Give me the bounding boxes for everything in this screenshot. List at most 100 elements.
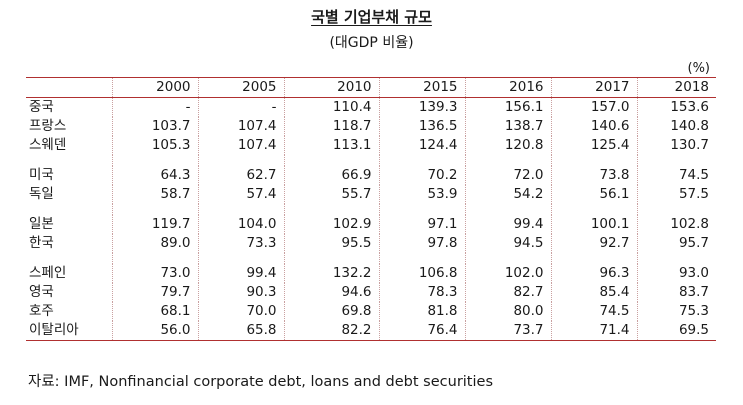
value-cell: 153.6 bbox=[636, 97, 716, 117]
value-cell: 64.3 bbox=[111, 166, 198, 185]
spacer-cell bbox=[26, 253, 112, 264]
value-cell: - bbox=[111, 97, 198, 117]
value-cell: 130.7 bbox=[636, 136, 716, 155]
spacer-cell bbox=[550, 253, 637, 264]
value-cell: 102.9 bbox=[283, 215, 379, 234]
value-cell: 97.8 bbox=[378, 234, 465, 253]
value-cell: 81.8 bbox=[378, 302, 465, 321]
header-year: 2018 bbox=[636, 77, 716, 98]
spacer-cell bbox=[26, 204, 112, 215]
table-row: 미국 64.3 62.7 66.9 70.2 72.0 73.8 74.5 bbox=[26, 166, 716, 185]
country-name: 영국 bbox=[29, 284, 54, 300]
value-cell: 156.1 bbox=[464, 97, 551, 117]
value-cell: 113.1 bbox=[283, 136, 379, 155]
value-cell: 103.7 bbox=[111, 117, 198, 136]
value-cell: 82.7 bbox=[464, 283, 551, 302]
spacer-cell bbox=[197, 204, 284, 215]
debt-table-body: (%) 2000 2005 2010 2015 2016 2017 2018 중국 - -110… bbox=[26, 60, 716, 341]
value-cell: 56.1 bbox=[550, 185, 637, 204]
value-cell: 140.6 bbox=[550, 117, 637, 136]
spacer-cell bbox=[550, 155, 637, 166]
value-cell: 73.7 bbox=[464, 321, 551, 341]
value-cell: 73.0 bbox=[111, 264, 198, 283]
value-cell: 78.3 bbox=[378, 283, 465, 302]
table-row: 중국 - -110.4 139.3 156.1 157.0 153.6 bbox=[26, 97, 716, 117]
value-cell: 70.0 bbox=[197, 302, 284, 321]
spacer-cell bbox=[283, 204, 379, 215]
value-cell: 96.3 bbox=[550, 264, 637, 283]
table-row: 이탈리아 56.0 65.8 82.2 76.4 73.7 71.4 69.5 bbox=[26, 321, 716, 341]
value-cell: 73.3 bbox=[197, 234, 284, 253]
value-cell: 97.1 bbox=[378, 215, 465, 234]
table-row: 일본 119.7 104.0 102.9 97.1 99.4 100.1 102.8 bbox=[26, 215, 716, 234]
value-cell: 132.2 bbox=[283, 264, 379, 283]
country-name: 미국 bbox=[29, 167, 54, 183]
value-cell: 90.3 bbox=[197, 283, 284, 302]
spacer-cell bbox=[111, 253, 198, 264]
value-cell: 82.2 bbox=[283, 321, 379, 341]
value-cell: 54.2 bbox=[464, 185, 551, 204]
value-cell: 120.8 bbox=[464, 136, 551, 155]
value-cell: 107.4 bbox=[197, 136, 284, 155]
country-name: 일본 bbox=[29, 216, 54, 232]
spacer-cell bbox=[464, 155, 551, 166]
value-cell: 74.5 bbox=[550, 302, 637, 321]
unit-label: (%) bbox=[687, 61, 711, 76]
value-cell: 56.0 bbox=[111, 321, 198, 341]
value-cell: 157.0 bbox=[550, 97, 637, 117]
value-cell: 125.4 bbox=[550, 136, 637, 155]
value-cell: 94.6 bbox=[283, 283, 379, 302]
spacer-cell bbox=[111, 155, 198, 166]
value-cell: 136.5 bbox=[378, 117, 465, 136]
value-cell: 105.3 bbox=[111, 136, 198, 155]
spacer-cell bbox=[636, 253, 716, 264]
value-cell: 73.8 bbox=[550, 166, 637, 185]
value-cell: 94.5 bbox=[464, 234, 551, 253]
spacer-cell bbox=[378, 155, 465, 166]
value-cell: 83.7 bbox=[636, 283, 716, 302]
value-cell: 71.4 bbox=[550, 321, 637, 341]
spacer-cell bbox=[26, 155, 112, 166]
value-cell: 119.7 bbox=[111, 215, 198, 234]
spacer-cell bbox=[197, 253, 284, 264]
spacer-cell bbox=[464, 204, 551, 215]
spacer-cell bbox=[283, 253, 379, 264]
table-title-text: 국별 기업부채 규모 bbox=[311, 8, 432, 26]
value-cell: 104.0 bbox=[197, 215, 284, 234]
country-name: 호주 bbox=[29, 303, 54, 319]
value-cell: 62.7 bbox=[197, 166, 284, 185]
value-cell: 79.7 bbox=[111, 283, 198, 302]
debt-table: (%) 2000 2005 2010 2015 2016 2017 2018 중국 - -110… bbox=[26, 60, 716, 341]
value-cell: 75.3 bbox=[636, 302, 716, 321]
spacer-cell bbox=[197, 155, 284, 166]
value-cell: 93.0 bbox=[636, 264, 716, 283]
spacer-cell bbox=[378, 204, 465, 215]
group-spacer bbox=[26, 155, 716, 166]
source-note: 자료: IMF, Nonfinancial corporate debt, lo… bbox=[28, 374, 493, 390]
header-year: 2016 bbox=[464, 77, 551, 98]
spacer-cell bbox=[636, 204, 716, 215]
header-year: 2005 bbox=[197, 77, 284, 98]
value-cell: 68.1 bbox=[111, 302, 198, 321]
spacer-cell bbox=[283, 155, 379, 166]
table-row: 독일 58.7 57.4 55.7 53.9 54.2 56.1 57.5 bbox=[26, 185, 716, 204]
table-row: 스페인 73.0 99.4 132.2 106.8 102.0 96.3 93.0 bbox=[26, 264, 716, 283]
header-row: 2000 2005 2010 2015 2016 2017 2018 bbox=[26, 77, 716, 98]
value-cell: 89.0 bbox=[111, 234, 198, 253]
value-cell: 55.7 bbox=[283, 185, 379, 204]
value-cell: 106.8 bbox=[378, 264, 465, 283]
value-cell: 66.9 bbox=[283, 166, 379, 185]
spacer-cell bbox=[636, 155, 716, 166]
value-cell: 92.7 bbox=[550, 234, 637, 253]
table-row: 스웨덴 105.3 107.4 113.1 124.4 120.8 125.4 130.7 bbox=[26, 136, 716, 155]
value-cell: 72.0 bbox=[464, 166, 551, 185]
value-cell: 80.0 bbox=[464, 302, 551, 321]
value-cell: 95.7 bbox=[636, 234, 716, 253]
value-cell: 124.4 bbox=[378, 136, 465, 155]
value-cell: 102.0 bbox=[464, 264, 551, 283]
value-cell: 76.4 bbox=[378, 321, 465, 341]
value-cell: 57.5 bbox=[636, 185, 716, 204]
value-cell: 107.4 bbox=[197, 117, 284, 136]
value-cell: 69.5 bbox=[636, 321, 716, 341]
value-cell: 85.4 bbox=[550, 283, 637, 302]
